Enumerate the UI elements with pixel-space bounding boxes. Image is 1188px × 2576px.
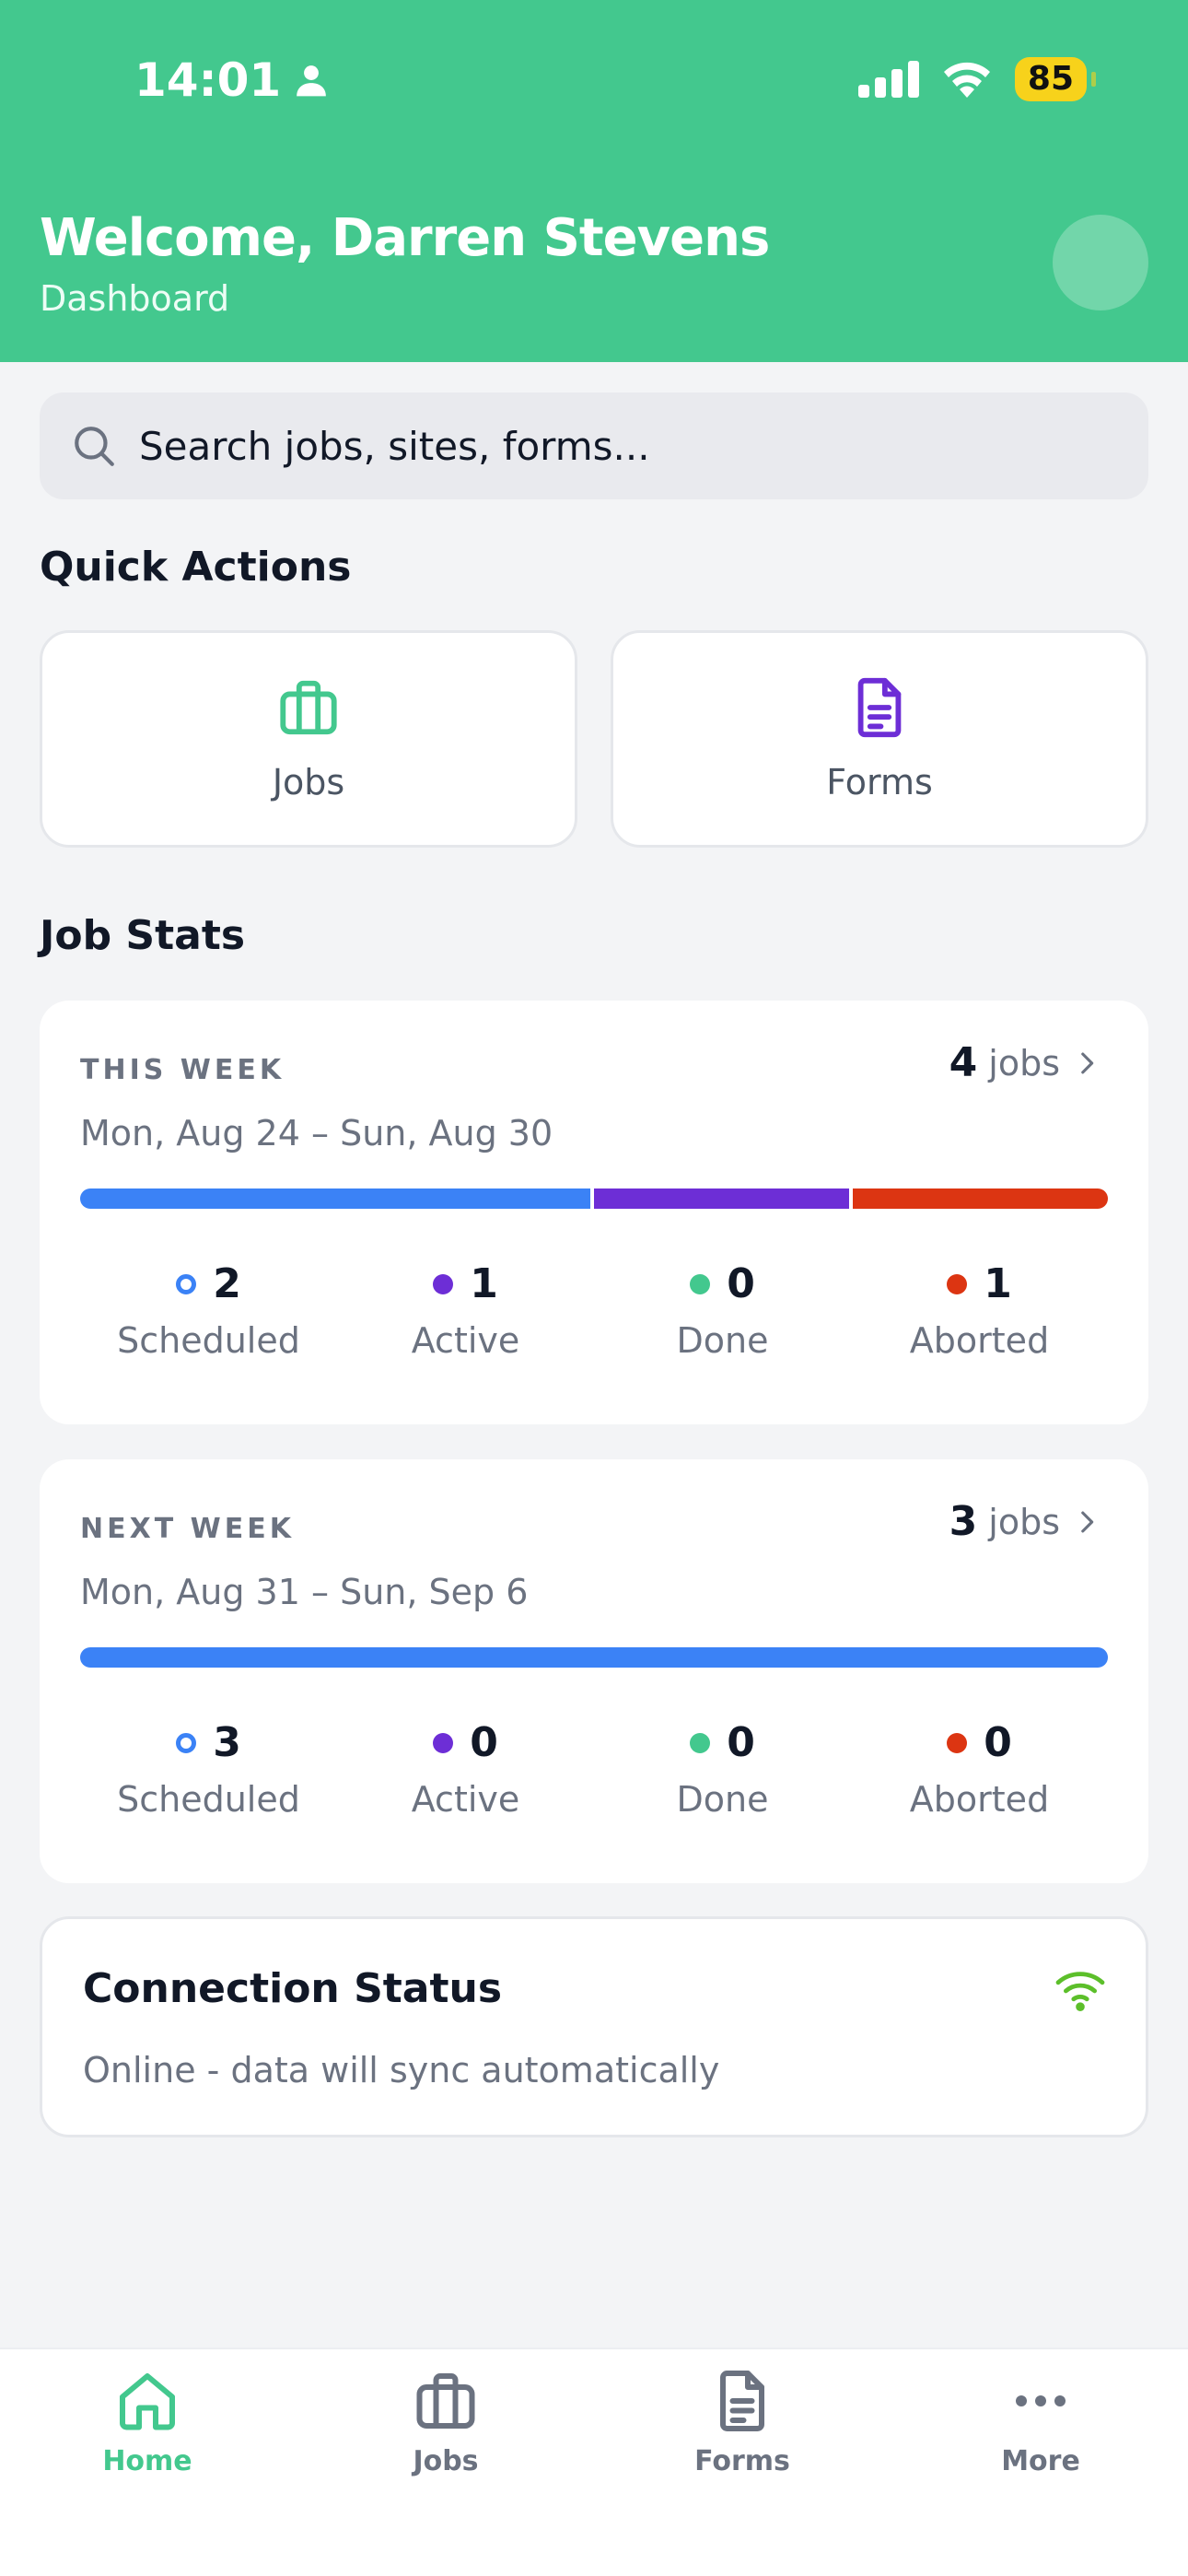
- stat-done: 0 Done: [594, 1260, 851, 1361]
- next-week-card[interactable]: NEXT WEEK 3 jobs Mon, Aug 31 – Sun, Sep …: [40, 1459, 1148, 1883]
- battery-indicator: 85: [1014, 57, 1097, 101]
- tab-home-label: Home: [102, 2445, 192, 2477]
- document-icon: [720, 2371, 764, 2431]
- wifi-online-icon: [1055, 1972, 1105, 2011]
- home-icon: [120, 2373, 175, 2430]
- stat-value: 0: [470, 1719, 498, 1766]
- tab-jobs[interactable]: Jobs: [354, 2368, 538, 2477]
- scheduled-dot-icon: [176, 1273, 197, 1294]
- stat-value: 0: [984, 1719, 1012, 1766]
- stat-value: 0: [727, 1260, 755, 1307]
- stat-value: 0: [727, 1719, 755, 1766]
- stat-value: 1: [984, 1260, 1012, 1307]
- tab-more[interactable]: More: [949, 2368, 1133, 2477]
- status-bar-time: 14:01: [134, 53, 329, 107]
- stat-label: Aborted: [909, 1779, 1050, 1820]
- aborted-dot-icon: [947, 1732, 968, 1753]
- page-subtitle: Dashboard: [40, 278, 230, 319]
- bar-segment-active: [594, 1188, 849, 1209]
- stat-active: 0 Active: [337, 1719, 594, 1820]
- search-placeholder: Search jobs, sites, forms...: [139, 423, 650, 469]
- bottom-tab-bar: Home Jobs Forms More: [0, 2348, 1188, 2576]
- stat-done: 0 Done: [594, 1719, 851, 1820]
- stat-label: Active: [411, 1779, 520, 1820]
- stat-active: 1 Active: [337, 1260, 594, 1361]
- stat-aborted: 1 Aborted: [851, 1260, 1108, 1361]
- briefcase-icon: [416, 2373, 475, 2429]
- job-count: 3: [949, 1498, 978, 1545]
- status-progress-bar: [80, 1647, 1108, 1668]
- tab-jobs-label: Jobs: [413, 2445, 479, 2477]
- tab-forms[interactable]: Forms: [650, 2368, 834, 2477]
- connection-status-title: Connection Status: [83, 1965, 503, 2012]
- card-period-label: THIS WEEK: [80, 1054, 285, 1086]
- cellular-signal-icon: [857, 61, 919, 98]
- quick-action-forms-label: Forms: [826, 762, 933, 802]
- aborted-dot-icon: [947, 1273, 968, 1294]
- tab-home[interactable]: Home: [55, 2368, 239, 2477]
- chevron-right-icon: [1081, 1511, 1094, 1532]
- stat-value: 2: [213, 1260, 241, 1307]
- briefcase-icon: [280, 680, 337, 735]
- stat-value: 3: [213, 1719, 241, 1766]
- quick-action-jobs[interactable]: Jobs: [40, 630, 577, 848]
- job-count: 4: [949, 1039, 978, 1086]
- status-bar-indicators: 85: [857, 57, 1097, 101]
- stat-row: 2 Scheduled 1 Active 0 Done 1 Aborted: [80, 1260, 1108, 1361]
- quick-action-forms[interactable]: Forms: [611, 630, 1148, 848]
- wifi-icon: [943, 62, 990, 98]
- stat-label: Scheduled: [117, 1779, 300, 1820]
- card-period-label: NEXT WEEK: [80, 1513, 295, 1545]
- avatar[interactable]: [1053, 215, 1148, 310]
- search-icon: [75, 427, 114, 466]
- stat-label: Scheduled: [117, 1320, 300, 1361]
- job-count-unit: jobs: [988, 1042, 1060, 1083]
- person-icon: [297, 65, 326, 97]
- this-week-card[interactable]: THIS WEEK 4 jobs Mon, Aug 24 – Sun, Aug …: [40, 1001, 1148, 1424]
- done-dot-icon: [690, 1732, 711, 1753]
- more-dots-icon: [1016, 2395, 1066, 2406]
- stat-row: 3 Scheduled 0 Active 0 Done 0 Aborted: [80, 1719, 1108, 1820]
- job-count-link[interactable]: 3 jobs: [949, 1498, 1102, 1545]
- stat-scheduled: 2 Scheduled: [80, 1260, 337, 1361]
- connection-status-card: Connection Status Online - data will syn…: [40, 1916, 1148, 2137]
- bar-segment-aborted: [853, 1188, 1108, 1209]
- connection-status-text: Online - data will sync automatically: [83, 2050, 720, 2090]
- job-stats-title: Job Stats: [40, 912, 246, 959]
- chevron-right-icon: [1081, 1052, 1094, 1073]
- tab-forms-label: Forms: [694, 2445, 790, 2477]
- stat-label: Active: [411, 1320, 520, 1361]
- stat-scheduled: 3 Scheduled: [80, 1719, 337, 1820]
- job-count-unit: jobs: [988, 1501, 1060, 1542]
- welcome-title: Welcome, Darren Stevens: [40, 208, 770, 268]
- date-range: Mon, Aug 31 – Sun, Sep 6: [80, 1572, 529, 1612]
- stat-label: Done: [676, 1320, 769, 1361]
- quick-action-jobs-label: Jobs: [272, 762, 345, 802]
- active-dot-icon: [433, 1273, 454, 1294]
- document-icon: [857, 677, 902, 738]
- stat-aborted: 0 Aborted: [851, 1719, 1108, 1820]
- date-range: Mon, Aug 24 – Sun, Aug 30: [80, 1113, 553, 1153]
- active-dot-icon: [433, 1732, 454, 1753]
- stat-label: Done: [676, 1779, 769, 1820]
- scheduled-dot-icon: [176, 1732, 197, 1753]
- quick-actions-title: Quick Actions: [40, 544, 352, 591]
- bar-segment-scheduled: [80, 1188, 590, 1209]
- stat-value: 1: [470, 1260, 498, 1307]
- stat-label: Aborted: [909, 1320, 1050, 1361]
- job-count-link[interactable]: 4 jobs: [949, 1039, 1102, 1086]
- status-progress-bar: [80, 1188, 1108, 1209]
- header: 14:01 85 Welcome, Darren Stevens Dashboa…: [0, 0, 1188, 362]
- done-dot-icon: [690, 1273, 711, 1294]
- bar-segment-scheduled: [80, 1647, 1108, 1668]
- search-input[interactable]: Search jobs, sites, forms...: [40, 392, 1148, 499]
- tab-more-label: More: [1001, 2445, 1080, 2477]
